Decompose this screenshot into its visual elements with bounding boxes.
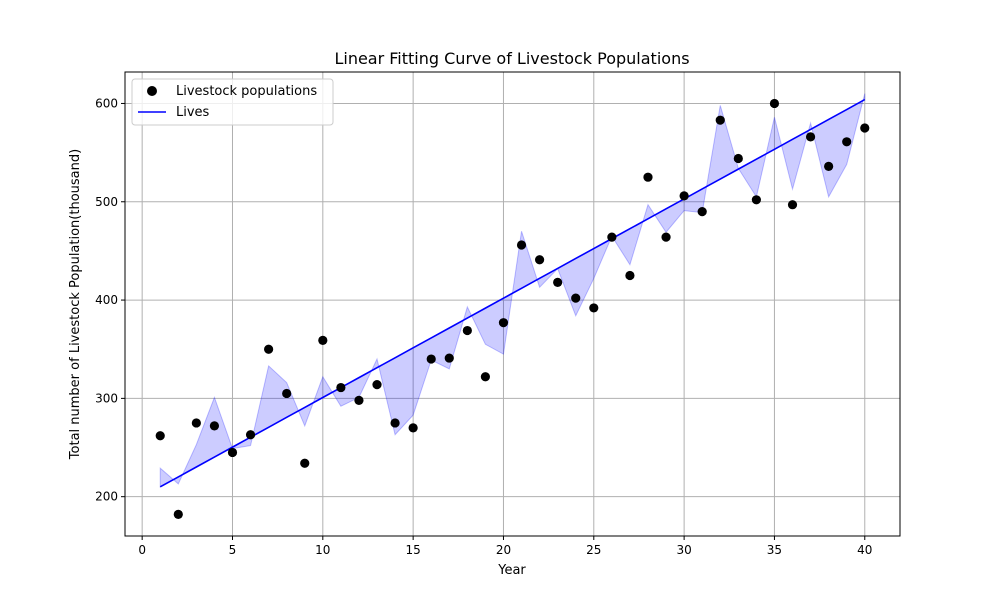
x-tick-label: 25 bbox=[586, 543, 601, 557]
scatter-point bbox=[805, 132, 816, 142]
scatter-point bbox=[282, 388, 292, 399]
scatter-point bbox=[444, 353, 454, 363]
scatter-point bbox=[264, 344, 274, 354]
scatter-point bbox=[173, 509, 183, 519]
scatter-point bbox=[769, 98, 780, 109]
scatter-point bbox=[824, 161, 834, 171]
scatter-point bbox=[787, 200, 798, 210]
x-axis-label: Year bbox=[497, 563, 526, 578]
scatter-point bbox=[354, 395, 364, 405]
x-tick-label: 15 bbox=[406, 543, 421, 557]
scatter-point bbox=[155, 431, 165, 441]
x-tick-label: 0 bbox=[138, 543, 146, 557]
y-tick-label: 500 bbox=[95, 195, 118, 209]
y-tick-label: 600 bbox=[95, 96, 118, 110]
scatter-point bbox=[715, 115, 725, 125]
scatter-point bbox=[733, 153, 743, 164]
scatter-point bbox=[571, 293, 581, 303]
x-tick-label: 35 bbox=[767, 543, 782, 557]
legend: Livestock populations Lives bbox=[131, 78, 334, 126]
scatter-points bbox=[155, 98, 870, 519]
scatter-point bbox=[372, 380, 382, 390]
scatter-point bbox=[625, 270, 635, 281]
scatter-point bbox=[390, 418, 400, 428]
scatter-point bbox=[227, 447, 238, 458]
scatter-point bbox=[553, 277, 563, 287]
legend-label-line: Lives bbox=[176, 105, 210, 120]
x-tick-label: 20 bbox=[496, 543, 511, 557]
scatter-point bbox=[462, 325, 472, 336]
y-tick-label: 300 bbox=[95, 391, 118, 405]
scatter-point bbox=[842, 137, 852, 147]
axis-ticks: 0 5 10 15 20 25 30 35 40 200 300 400 500 600 bbox=[95, 96, 872, 557]
legend-label-scatter: Livestock populations bbox=[176, 84, 317, 99]
scatter-point bbox=[191, 418, 201, 428]
scatter-point bbox=[516, 240, 527, 250]
x-tick-label: 10 bbox=[315, 543, 330, 557]
chart-title: Linear Fitting Curve of Livestock Popula… bbox=[334, 49, 689, 68]
y-axis-label: Total number of Livestock Population(tho… bbox=[68, 149, 83, 460]
y-tick-label: 200 bbox=[95, 490, 118, 504]
x-tick-label: 5 bbox=[229, 543, 237, 557]
scatter-point bbox=[336, 382, 346, 393]
scatter-point bbox=[589, 303, 599, 313]
plot-frame bbox=[124, 71, 901, 537]
scatter-point bbox=[300, 458, 310, 468]
scatter-point bbox=[245, 430, 256, 440]
x-tick-label: 30 bbox=[676, 543, 691, 557]
scatter-point bbox=[535, 255, 545, 265]
scatter-point bbox=[607, 232, 617, 242]
scatter-point bbox=[480, 372, 490, 382]
scatter-point bbox=[751, 195, 761, 205]
y-tick-label: 400 bbox=[95, 293, 118, 307]
fit-line bbox=[159, 98, 866, 488]
scatter-point bbox=[860, 123, 870, 133]
legend-marker-scatter bbox=[147, 86, 157, 96]
scatter-point bbox=[408, 423, 418, 433]
scatter-point bbox=[661, 232, 671, 242]
scatter-point bbox=[426, 354, 436, 364]
scatter-point bbox=[318, 335, 328, 345]
x-tick-label: 40 bbox=[857, 543, 872, 557]
scatter-point bbox=[679, 191, 689, 201]
fit-line-path bbox=[159, 98, 866, 488]
legend-box bbox=[131, 78, 334, 126]
scatter-point bbox=[209, 421, 220, 431]
scatter-point bbox=[697, 206, 707, 217]
scatter-point bbox=[498, 318, 509, 328]
scatter-point bbox=[643, 172, 653, 182]
